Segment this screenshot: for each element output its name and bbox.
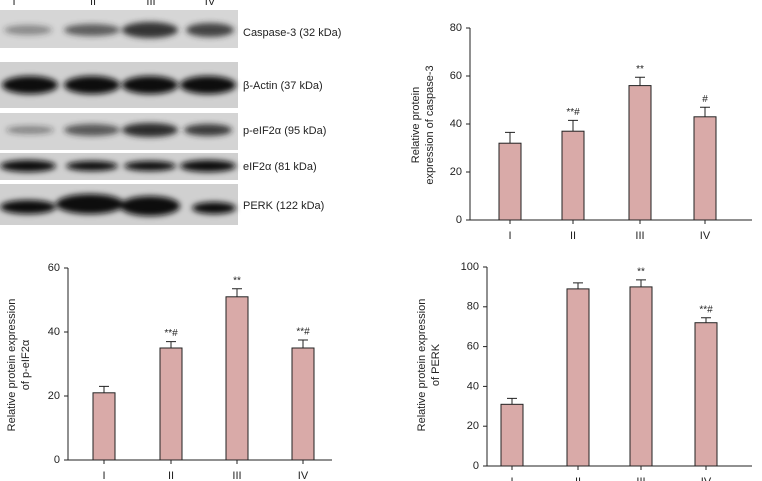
- error-bar: [568, 119, 578, 132]
- bar: [629, 286, 653, 467]
- significance-mark: **: [636, 64, 644, 75]
- y-tick-label: 60: [467, 341, 479, 353]
- error-bar: [700, 106, 710, 117]
- band-label: β-Actin (37 kDa): [243, 80, 323, 92]
- x-tick-label: I: [508, 230, 511, 242]
- significance-mark: #: [702, 94, 708, 105]
- x-tick-label: III: [636, 476, 645, 481]
- significance-mark: **#: [566, 107, 580, 118]
- lane-label: I: [12, 0, 15, 8]
- error-bar: [635, 76, 645, 86]
- y-axis-label: Relative protein: [410, 87, 422, 163]
- error-bar: [701, 317, 711, 323]
- bar: [500, 403, 524, 467]
- error-bar: [232, 288, 242, 297]
- y-tick-label: 20: [467, 420, 479, 432]
- y-tick-label: 100: [461, 261, 479, 273]
- bar: [225, 296, 249, 461]
- x-tick-label: I: [510, 476, 513, 481]
- x-tick-label: IV: [298, 470, 309, 481]
- bar: [159, 347, 183, 461]
- y-axis-label: expression of caspase-3: [424, 65, 436, 184]
- blot-bands: [4, 22, 234, 38]
- y-axis-label: Relative protein expression: [6, 299, 18, 432]
- y-tick-label: 0: [456, 214, 462, 226]
- y-tick-label: 40: [467, 380, 479, 392]
- bar: [498, 142, 522, 221]
- x-tick-label: IV: [700, 230, 711, 242]
- band-label: eIF2α (81 kDa): [243, 161, 317, 173]
- y-tick-label: 0: [473, 460, 479, 472]
- significance-mark: **: [637, 267, 645, 278]
- error-bar: [636, 279, 646, 287]
- significance-mark: **#: [296, 327, 310, 338]
- bar: [291, 347, 315, 461]
- blot-bands: [0, 160, 236, 172]
- bar: [693, 116, 717, 221]
- y-tick-label: 40: [450, 118, 462, 130]
- bar: [566, 288, 590, 467]
- y-tick-label: 80: [450, 22, 462, 34]
- lane-label: III: [146, 0, 155, 8]
- significance-mark: **#: [164, 328, 178, 339]
- blot-bands: [0, 194, 236, 216]
- x-tick-label: II: [168, 470, 174, 481]
- y-tick-label: 80: [467, 301, 479, 313]
- y-tick-label: 40: [48, 326, 60, 338]
- blot-bands: [6, 123, 232, 137]
- bar: [694, 322, 718, 467]
- y-tick-label: 0: [54, 454, 60, 466]
- band-label: p-eIF2α (95 kDa): [243, 125, 326, 137]
- error-bar: [507, 397, 517, 405]
- bar: [92, 392, 116, 461]
- error-bar: [166, 341, 176, 348]
- lane-label: II: [90, 0, 96, 8]
- lane-label: IV: [205, 0, 216, 8]
- y-tick-label: 60: [48, 262, 60, 274]
- significance-mark: **#: [699, 304, 713, 315]
- y-axis-label: Relative protein expression: [416, 299, 428, 432]
- error-bar: [298, 339, 308, 348]
- x-tick-label: III: [232, 470, 241, 481]
- y-tick-label: 20: [450, 166, 462, 178]
- western-blot: [0, 10, 238, 225]
- y-axis-label: of PERK: [430, 343, 442, 386]
- bar: [561, 130, 585, 221]
- bar: [628, 85, 652, 221]
- band-label: Caspase-3 (32 kDa): [243, 27, 341, 39]
- blot-bands: [2, 76, 236, 94]
- x-tick-label: I: [102, 470, 105, 481]
- y-tick-label: 60: [450, 70, 462, 82]
- y-axis-label: of p-eIF2α: [20, 339, 32, 390]
- y-tick-label: 20: [48, 390, 60, 402]
- error-bar: [573, 282, 583, 289]
- x-tick-label: IV: [701, 476, 712, 481]
- x-tick-label: III: [635, 230, 644, 242]
- significance-mark: **: [233, 275, 241, 286]
- band-label: PERK (122 kDa): [243, 200, 324, 212]
- error-bar: [505, 131, 515, 144]
- x-tick-label: II: [575, 476, 581, 481]
- x-tick-label: II: [570, 230, 576, 242]
- error-bar: [99, 385, 109, 393]
